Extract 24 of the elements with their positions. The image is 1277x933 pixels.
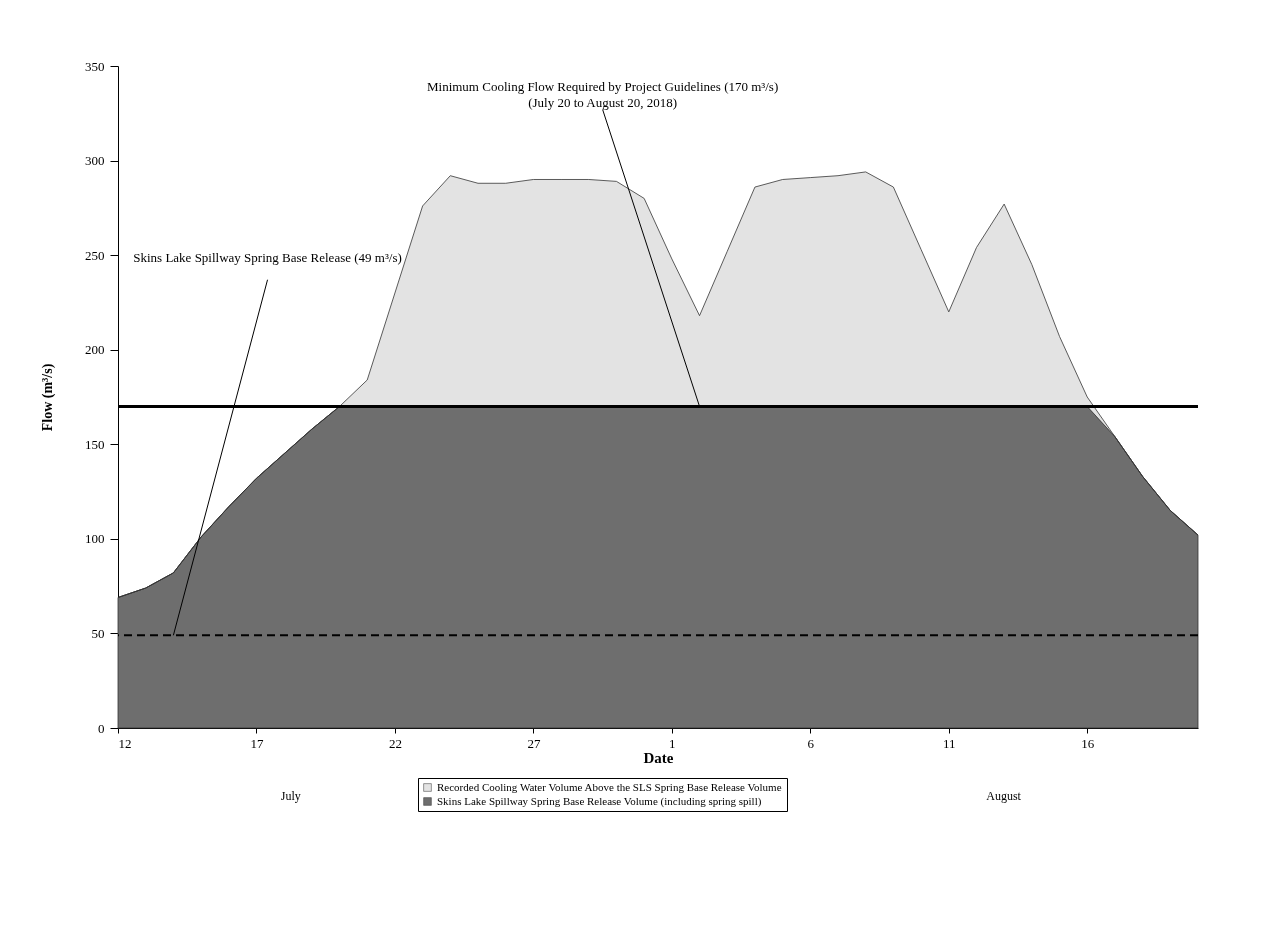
x-tick-label: 1 <box>669 735 676 751</box>
text: August <box>986 789 1022 803</box>
x-tick-label: 22 <box>388 735 402 751</box>
x-axis-title: Date <box>643 749 674 766</box>
x-tick-label: 11 <box>943 735 956 751</box>
text: July <box>280 789 301 803</box>
y-tick-label: 250 <box>85 247 105 263</box>
x-tick-label: 17 <box>250 735 264 751</box>
x-tick-label: 16 <box>1081 735 1095 751</box>
x-tick-label: 6 <box>807 735 815 751</box>
y-tick-label: 200 <box>85 342 105 358</box>
y-tick-label: 300 <box>85 153 105 169</box>
annotation: Skins Lake Spillway Spring Base Release (49 m³/s) <box>133 249 402 265</box>
y-tick-label: 0 <box>98 720 105 736</box>
legend-label: Recorded Cooling Water Volume Above the SLS Spring Base Release Volume <box>437 780 782 793</box>
y-tick-label: 50 <box>91 625 105 641</box>
y-tick-label: 350 <box>85 58 105 74</box>
annotation: Minimum Cooling Flow Required by Project Guidelines (170 m³/s) (July 20 to August 20, 2018) <box>426 79 779 111</box>
y-axis-title: Flow (m³/s) <box>40 363 56 432</box>
y-tick-label: 100 <box>85 531 105 547</box>
x-tick-label: 12 <box>118 735 132 751</box>
legend-label: Skins Lake Spillway Spring Base Release Volume (including spring spill) <box>437 794 762 808</box>
y-tick-label: 150 <box>85 436 105 452</box>
x-tick-label: 27 <box>527 735 541 751</box>
